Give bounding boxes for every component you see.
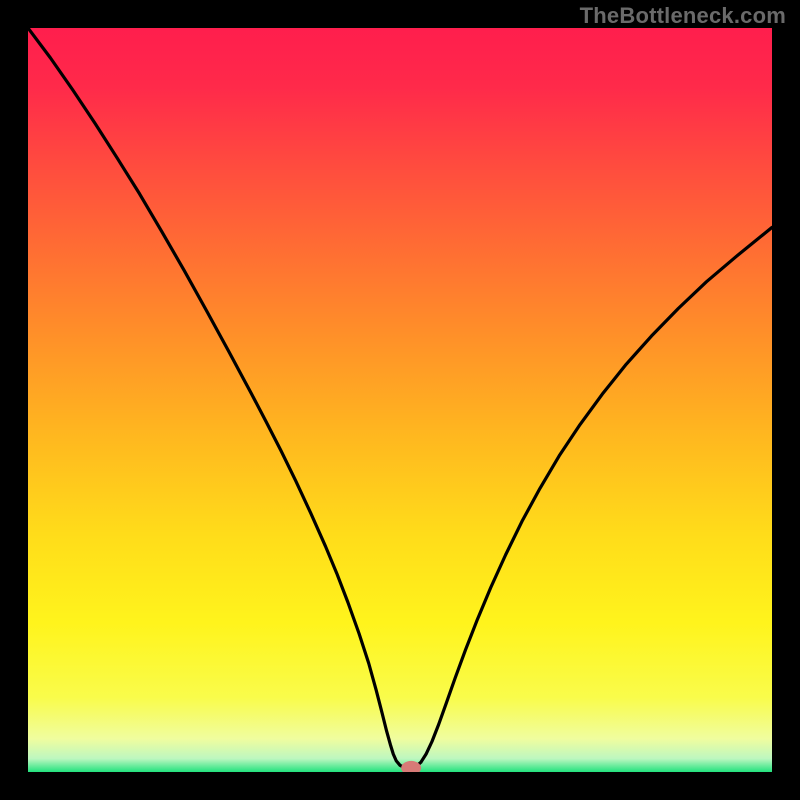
watermark-text: TheBottleneck.com bbox=[580, 3, 786, 29]
chart-container: TheBottleneck.com bbox=[0, 0, 800, 800]
bottleneck-chart bbox=[0, 0, 800, 800]
chart-plot-area bbox=[28, 28, 772, 772]
